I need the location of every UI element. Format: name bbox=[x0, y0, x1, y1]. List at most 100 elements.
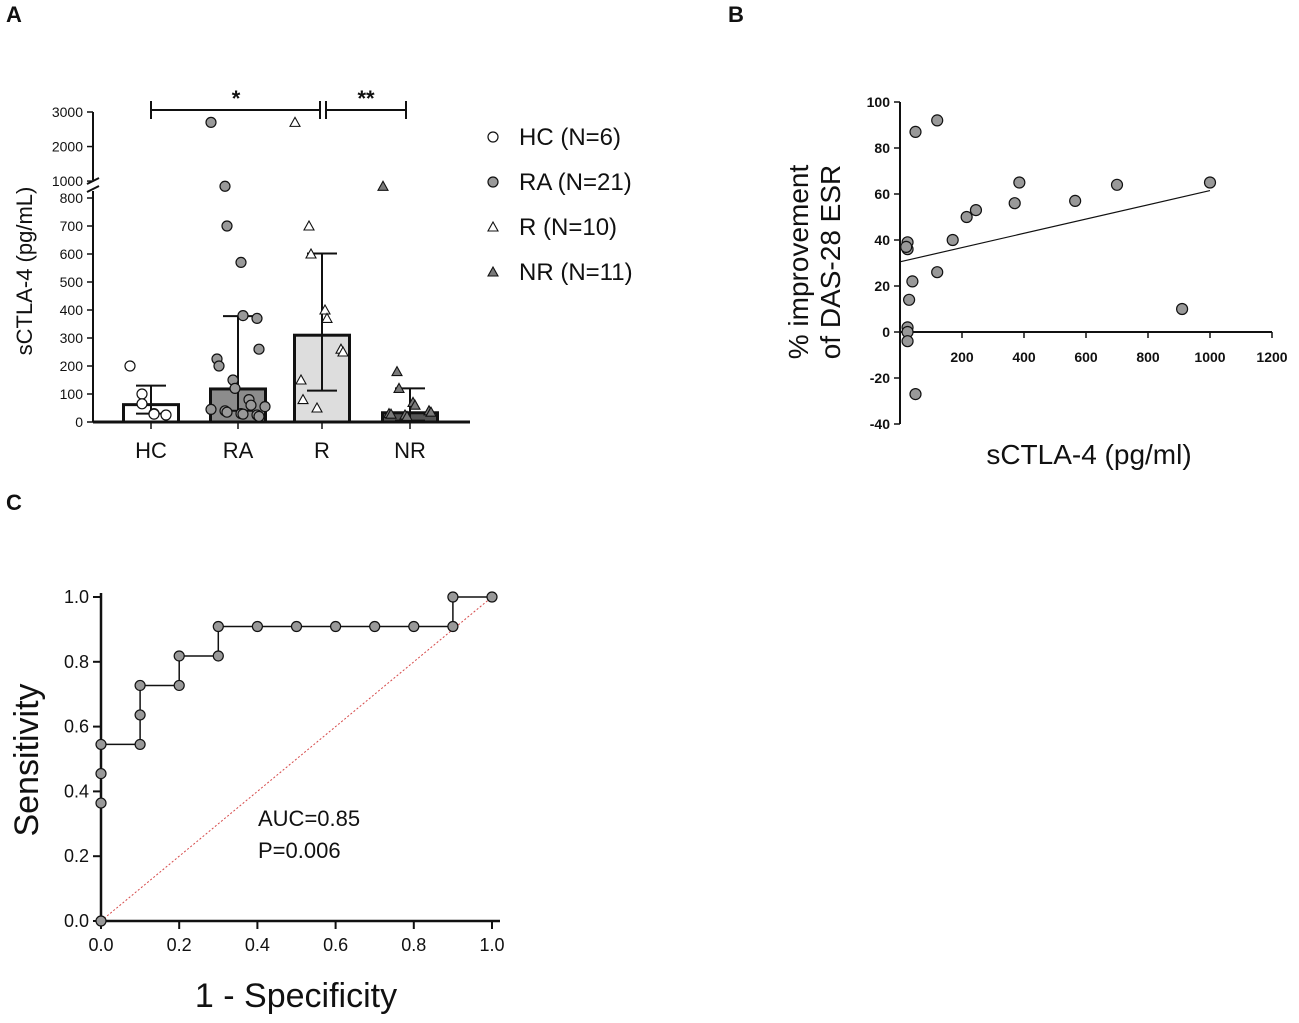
x-tick-label: 0.4 bbox=[245, 935, 270, 955]
chart-a-error-bars bbox=[136, 252, 425, 422]
y-tick-label: 0.6 bbox=[64, 717, 89, 737]
y-tick-label: 40 bbox=[874, 232, 890, 248]
y-tick-label: 0.4 bbox=[64, 781, 89, 801]
x-tick-label: 0.6 bbox=[323, 935, 348, 955]
x-tick-label-nr: NR bbox=[394, 438, 426, 463]
scatter-point bbox=[946, 233, 959, 247]
roc-point bbox=[95, 915, 107, 927]
point-r bbox=[319, 303, 331, 315]
point-r bbox=[289, 116, 301, 127]
y-tick-label: 0.0 bbox=[64, 911, 89, 931]
x-tick-label-hc: HC bbox=[135, 438, 167, 463]
roc-point bbox=[173, 650, 185, 662]
roc-point bbox=[95, 797, 107, 809]
point-ra bbox=[205, 403, 217, 415]
y-tick-label: 800 bbox=[60, 190, 84, 206]
chart-a-legend: HC (N=6) RA (N=21) R (N=10) NR (N=11) bbox=[487, 124, 633, 286]
significance-label-1: * bbox=[232, 86, 241, 111]
y-tick-label: 1.0 bbox=[64, 587, 89, 607]
scatter-point bbox=[909, 388, 922, 401]
panel-label-c: C bbox=[6, 490, 22, 515]
roc-point bbox=[369, 620, 381, 633]
point-ra bbox=[259, 401, 271, 413]
scatter-point bbox=[901, 335, 914, 348]
point-ra bbox=[245, 399, 257, 411]
y-tick-label: 300 bbox=[60, 330, 84, 346]
roc-point bbox=[134, 709, 146, 721]
chart-c-axes: 0.0 0.2 0.4 0.6 0.8 1.0 0.0 0.2 0.4 0.6 0.8 1.0 bbox=[64, 587, 505, 955]
point-ra bbox=[221, 220, 233, 232]
point-nr bbox=[409, 399, 421, 410]
chart-a-bars bbox=[122, 333, 439, 424]
chart-a-y-label: sCTLA-4 (pg/mL) bbox=[12, 187, 37, 356]
y-tick-label: 700 bbox=[60, 218, 84, 234]
panel-label-a: A bbox=[6, 2, 22, 27]
point-r bbox=[337, 345, 349, 357]
x-tick-label-r: R bbox=[314, 438, 330, 463]
x-tick-label: 0.0 bbox=[88, 935, 113, 955]
chart-c-x-label: 1 - Specificity bbox=[195, 977, 397, 1015]
legend-label-hc: HC (N=6) bbox=[519, 124, 621, 151]
legend-label-nr: NR (N=11) bbox=[519, 259, 633, 286]
scatter-point bbox=[909, 125, 922, 138]
reference-line bbox=[100, 596, 493, 922]
y-tick-label: 500 bbox=[60, 274, 84, 290]
roc-point bbox=[212, 620, 224, 633]
point-nr bbox=[393, 382, 405, 393]
y-tick-label: 0.8 bbox=[64, 652, 89, 672]
point-ra bbox=[253, 343, 265, 355]
y-tick-label: 100 bbox=[60, 386, 84, 402]
point-r bbox=[303, 219, 315, 231]
roc-point bbox=[95, 767, 107, 780]
roc-point bbox=[134, 738, 146, 751]
y-tick-label: -20 bbox=[870, 370, 890, 386]
legend-label-ra: RA (N=21) bbox=[519, 169, 632, 196]
roc-point bbox=[134, 679, 146, 692]
point-hc bbox=[160, 409, 172, 421]
roc-point bbox=[408, 620, 420, 633]
point-nr bbox=[391, 365, 403, 377]
roc-point bbox=[251, 620, 263, 633]
scatter-point bbox=[900, 240, 913, 253]
y-tick-label: -40 bbox=[870, 416, 890, 432]
auc-label: AUC=0.85 bbox=[258, 806, 360, 831]
roc-point bbox=[447, 591, 459, 603]
chart-b-x-label: sCTLA-4 (pg/ml) bbox=[986, 439, 1191, 470]
x-tick-label: 0.8 bbox=[401, 935, 426, 955]
chart-b-points bbox=[899, 114, 1217, 401]
point-hc bbox=[124, 360, 136, 372]
point-ra bbox=[219, 180, 231, 192]
x-tick-label: 1.0 bbox=[479, 935, 504, 955]
y-tick-label: 600 bbox=[60, 246, 84, 262]
point-nr bbox=[377, 180, 389, 191]
x-tick-label-ra: RA bbox=[223, 438, 254, 463]
scatter-point bbox=[931, 266, 944, 279]
x-tick-label: 400 bbox=[1012, 349, 1036, 365]
point-nr bbox=[401, 410, 413, 421]
point-ra bbox=[251, 312, 263, 324]
chart-b: -40 -20 0 20 40 60 80 100 200 400 600 800 1000 1200 s… bbox=[783, 94, 1288, 470]
chart-c-y-label: Sensitivity bbox=[8, 683, 46, 836]
chart-c: 0.0 0.2 0.4 0.6 0.8 1.0 0.0 0.2 0.4 0.6 0.8 1.0 AUC… bbox=[8, 587, 505, 1015]
roc-point bbox=[290, 620, 303, 633]
legend-label-r: R (N=10) bbox=[519, 214, 617, 241]
scatter-point bbox=[1110, 178, 1124, 191]
x-tick-label: 200 bbox=[950, 349, 974, 365]
roc-point bbox=[173, 679, 185, 692]
p-value-label: P=0.006 bbox=[258, 838, 341, 863]
point-ra bbox=[221, 406, 233, 418]
scatter-point bbox=[1175, 302, 1189, 316]
roc-point bbox=[486, 591, 498, 603]
y-tick-label: 2000 bbox=[52, 139, 83, 155]
point-ra bbox=[237, 408, 249, 420]
y-tick-label: 0 bbox=[75, 414, 83, 430]
axis-break-mark bbox=[86, 185, 100, 193]
point-hc bbox=[136, 398, 148, 410]
scatter-point bbox=[960, 210, 973, 224]
chart-a-points bbox=[124, 116, 437, 422]
y-tick-label: 20 bbox=[874, 278, 890, 294]
roc-point bbox=[330, 620, 342, 633]
point-ra bbox=[237, 310, 249, 322]
legend-marker-2 bbox=[487, 220, 499, 232]
